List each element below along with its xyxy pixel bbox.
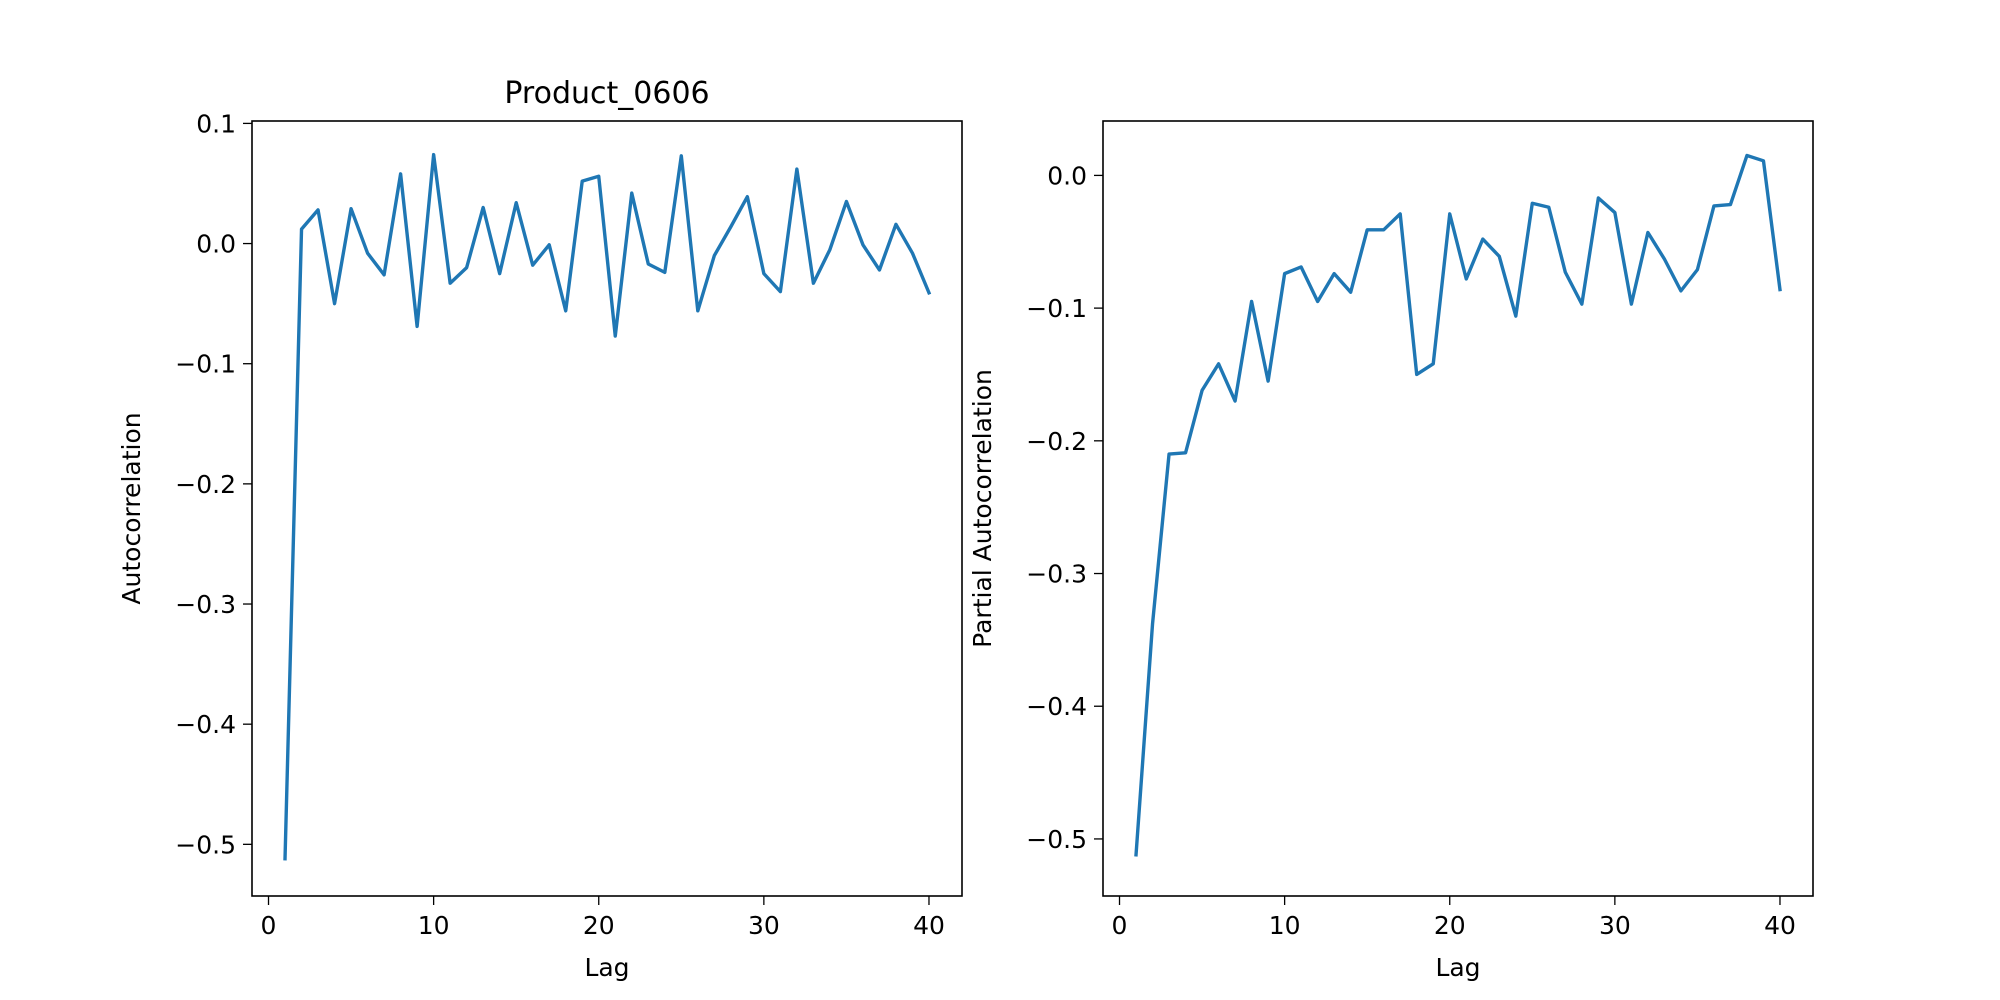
acf-y-tick-label-1: 0.0 [196, 230, 236, 259]
pacf-panel: 0 10 20 30 40 0.0 −0.1 −0.2 −0.3 −0.4 −0.5 Lag Parti… [968, 120, 1814, 982]
pacf-y-tick-label-0: 0.0 [1047, 161, 1087, 190]
acf-panel: 0 10 20 30 40 0.1 0.0 −0.1 −0.2 −0.3 −0.4 −0.5 Lag Au… [117, 76, 963, 982]
pacf-x-axis-label: Lag [1435, 953, 1480, 982]
acf-x-tick-label-0: 0 [261, 911, 277, 940]
acf-axes-frame [251, 120, 963, 897]
pacf-x-tick-label-0: 0 [1112, 911, 1128, 940]
acf-y-tick-label-6: −0.5 [175, 830, 236, 859]
pacf-y-tick-label-2: −0.2 [1026, 427, 1087, 456]
pacf-x-tick-label-20: 20 [1434, 911, 1466, 940]
pacf-y-tick-label-5: −0.5 [1026, 825, 1087, 854]
pacf-series-line [1134, 153, 1782, 857]
acf-y-tick-label-0: 0.1 [196, 109, 236, 138]
pacf-x-tick-label-10: 10 [1269, 911, 1301, 940]
acf-y-tick-label-5: −0.4 [175, 710, 236, 739]
acf-x-tick-label-30: 30 [748, 911, 780, 940]
acf-chart-title: Product_0606 [504, 76, 709, 111]
acf-x-tick-label-10: 10 [418, 911, 450, 940]
pacf-y-axis-label: Partial Autocorrelation [968, 369, 997, 648]
pacf-y-tick-label-1: −0.1 [1026, 294, 1087, 323]
pacf-y-tick-label-4: −0.4 [1026, 692, 1087, 721]
acf-x-tick-label-40: 40 [913, 911, 945, 940]
acf-y-tick-label-2: −0.1 [175, 350, 236, 379]
acf-y-tick-label-4: −0.3 [175, 590, 236, 619]
pacf-x-tick-label-40: 40 [1764, 911, 1796, 940]
acf-x-tick-label-20: 20 [583, 911, 615, 940]
pacf-y-tick-label-3: −0.3 [1026, 560, 1087, 589]
acf-x-axis-label: Lag [584, 953, 629, 982]
pacf-axes-frame [1102, 120, 1814, 897]
acf-series-line [283, 152, 932, 861]
pacf-x-tick-label-30: 30 [1599, 911, 1631, 940]
acf-y-tick-label-3: −0.2 [175, 470, 236, 499]
acf-y-axis-label: Autocorrelation [117, 412, 146, 604]
